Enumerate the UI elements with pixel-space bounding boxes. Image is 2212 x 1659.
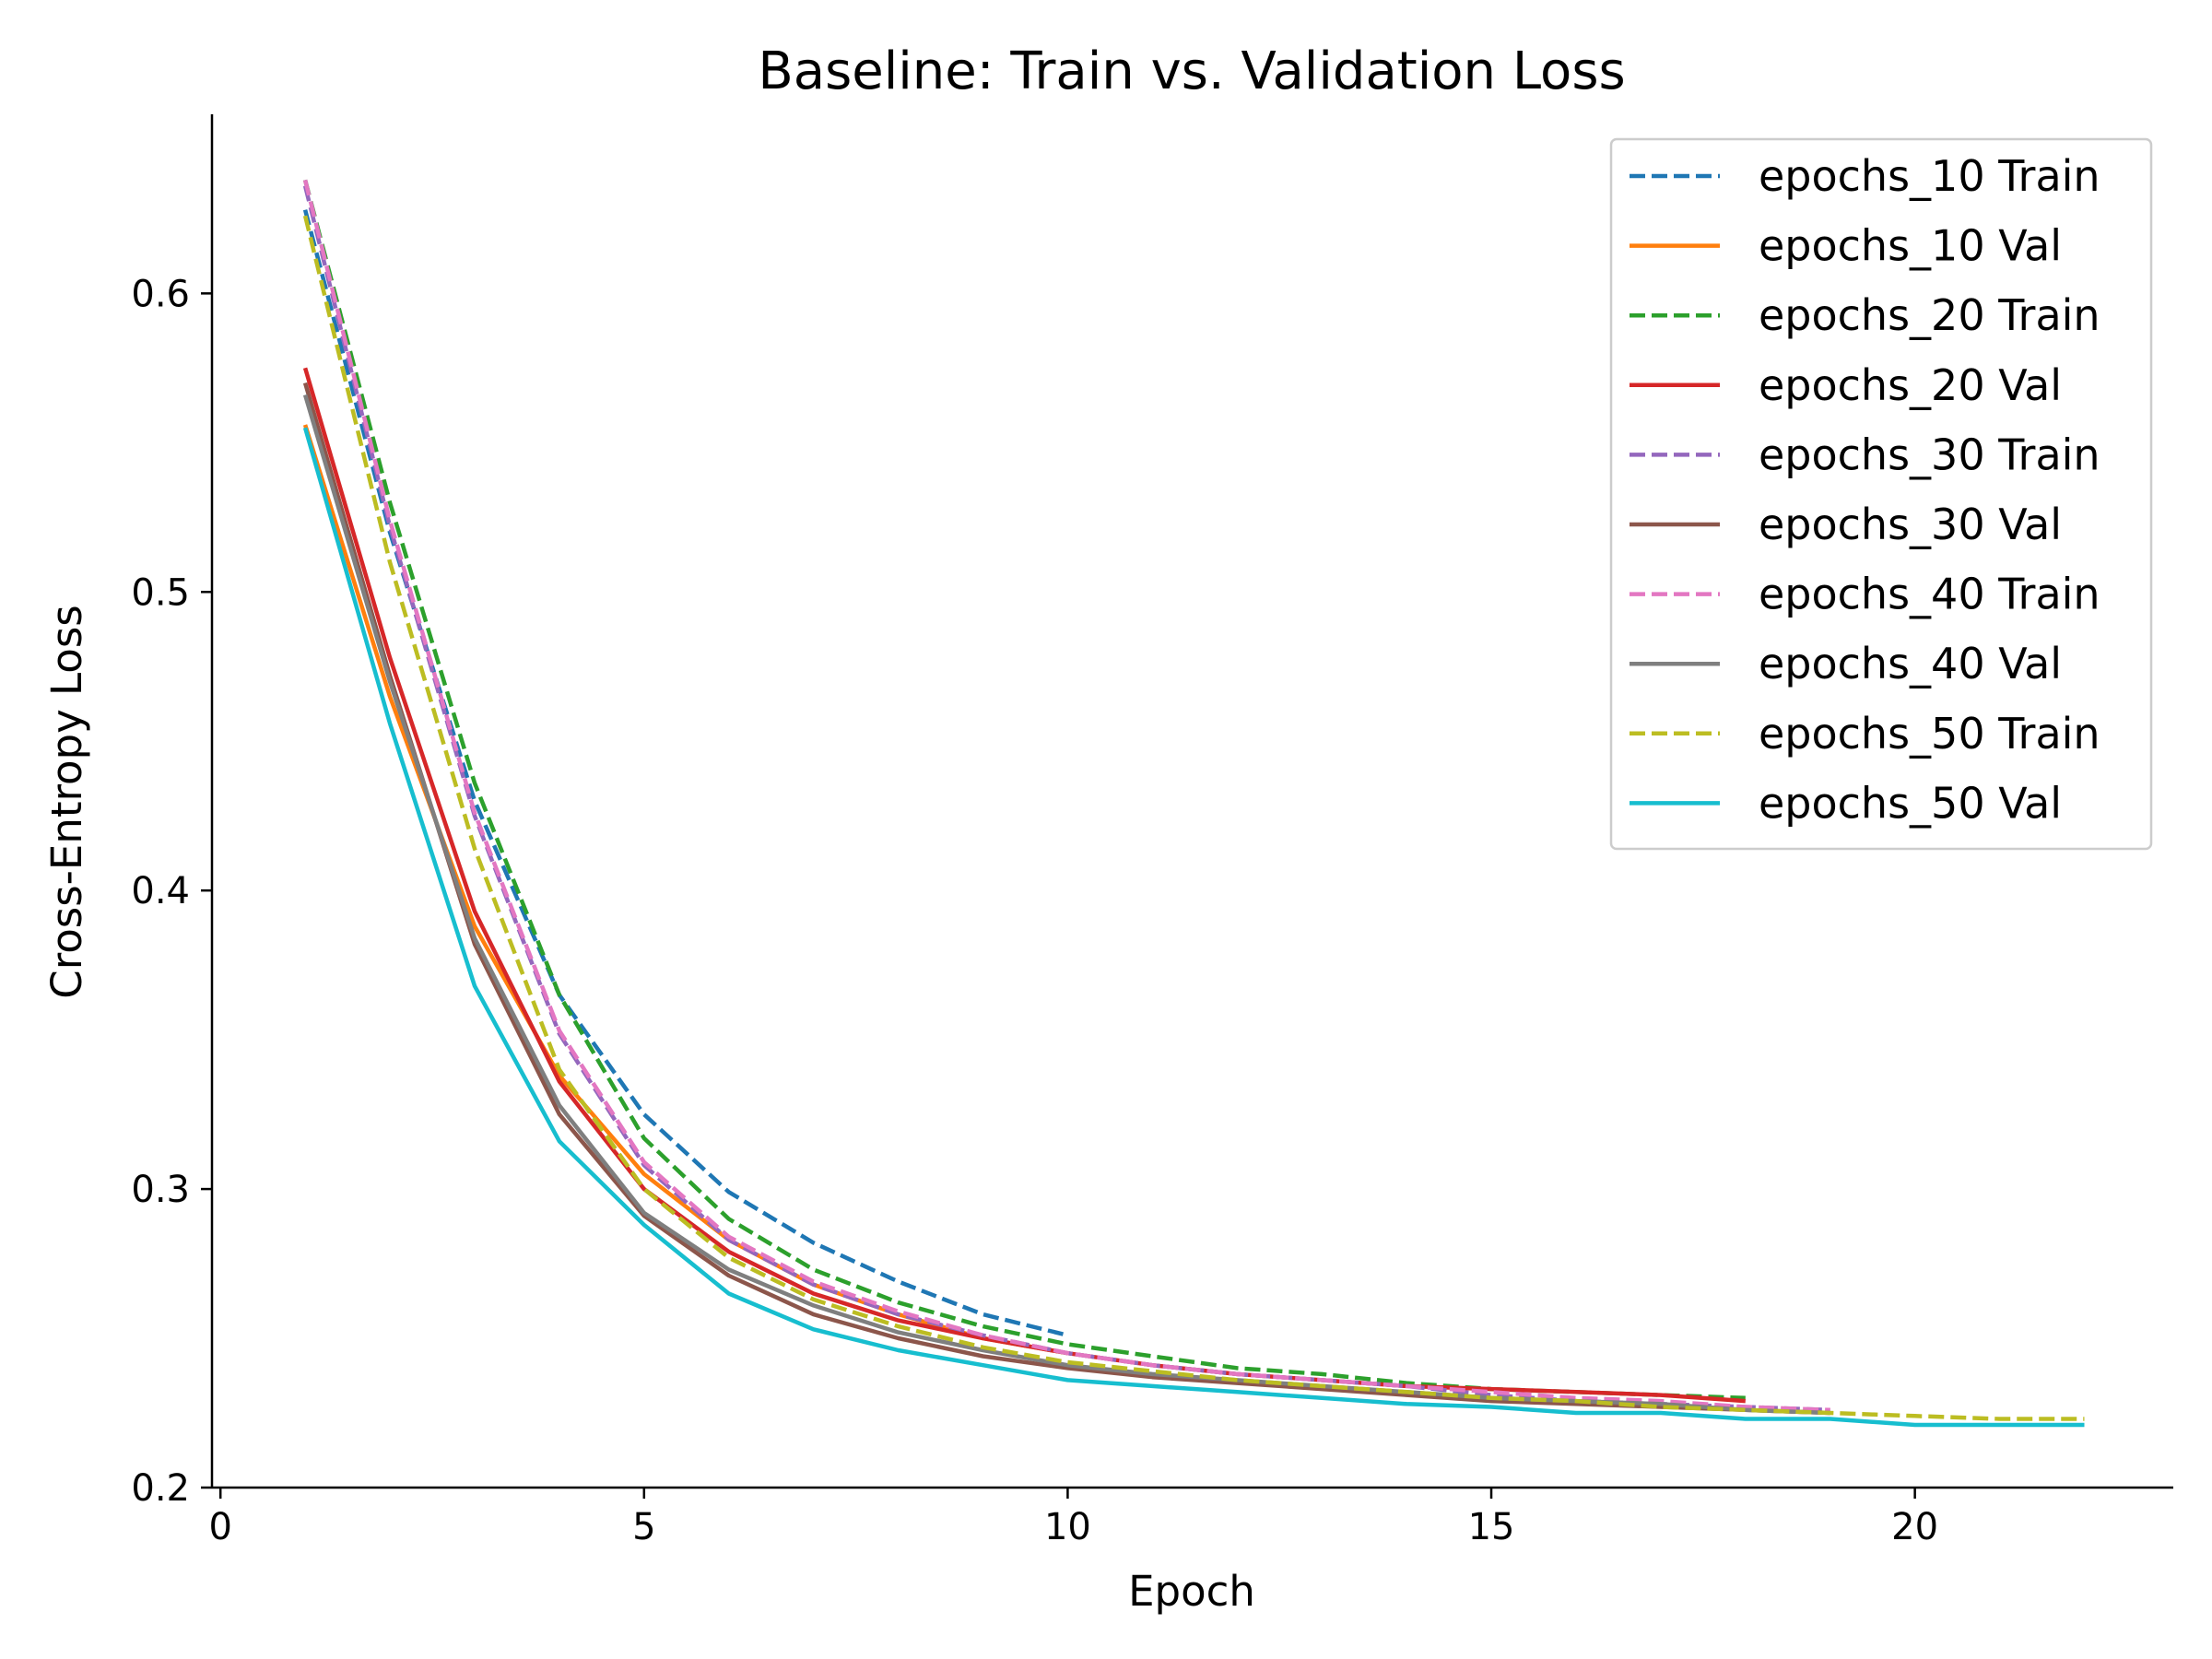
- legend-entry: epochs_40 Train: [1759, 570, 2100, 619]
- legend: epochs_10 Train epochs_10 Val epochs_20 Tr…: [1609, 137, 2153, 851]
- legend-entry: epochs_50 Train: [1759, 709, 2100, 759]
- x-tick-label: 0: [208, 1506, 231, 1548]
- series-line-2: [302, 424, 1068, 1356]
- series-line-9: [302, 215, 2085, 1421]
- series-line-10: [302, 427, 2085, 1428]
- y-axis-label: Cross-Entropy Loss: [42, 605, 91, 998]
- x-axis-label: Epoch: [1128, 1567, 1255, 1616]
- x-tick-label: 15: [1468, 1506, 1515, 1548]
- legend-entry: epochs_10 Train: [1759, 151, 2100, 201]
- y-tick-label: 0.5: [131, 571, 190, 614]
- legend-entry: epochs_10 Val: [1759, 221, 2062, 271]
- axes: [210, 114, 2173, 1489]
- legend-entry: epochs_30 Train: [1759, 429, 2100, 479]
- y-tick-label: 0.2: [131, 1467, 190, 1510]
- series-line-5: [302, 185, 1830, 1413]
- legend-entry: epochs_30 Val: [1759, 500, 2062, 549]
- legend-entry: epochs_20 Val: [1759, 360, 2062, 410]
- series-line-4: [302, 367, 1746, 1404]
- legend-entry: epochs_50 Val: [1759, 778, 2062, 828]
- legend-entry: epochs_40 Val: [1759, 639, 2062, 688]
- legend-box: [1609, 137, 2153, 851]
- chart-title: Baseline: Train vs. Validation Loss: [758, 41, 1625, 101]
- series-line-8: [302, 394, 1830, 1416]
- ticks: 0 5 10 15 20 0.2 0.3 0.4 0.5 0.6: [131, 273, 1938, 1548]
- x-tick-label: 10: [1044, 1506, 1091, 1548]
- x-tick-label: 20: [1891, 1506, 1938, 1548]
- x-tick-label: 5: [632, 1506, 655, 1548]
- legend-entry: epochs_20 Train: [1759, 290, 2100, 340]
- series-layer: [302, 179, 2085, 1428]
- y-tick-label: 0.3: [131, 1169, 190, 1211]
- y-tick-label: 0.6: [131, 273, 190, 315]
- y-tick-label: 0.4: [131, 870, 190, 912]
- series-line-3: [302, 179, 1746, 1401]
- series-line-6: [302, 382, 1830, 1416]
- series-line-7: [302, 179, 1830, 1413]
